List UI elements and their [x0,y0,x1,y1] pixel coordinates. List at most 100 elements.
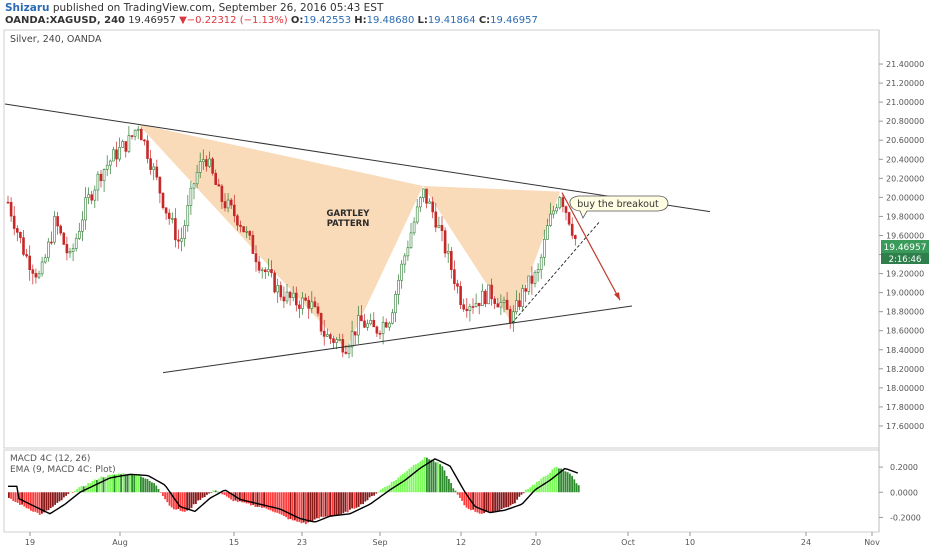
macd-bar [250,492,252,506]
candle [223,193,227,212]
macd-bar [265,492,268,509]
pattern-xab-triangle [138,124,423,350]
candle [434,202,438,233]
macd-bar [56,492,59,503]
candle [428,198,431,204]
candle [484,289,487,308]
candle [499,294,503,315]
countdown-text: 2:16:46 [889,255,922,265]
macd-bar [120,474,122,493]
callout-bubble[interactable]: buy the breakout [569,195,669,219]
macd-bar [36,492,39,513]
candle [140,127,143,141]
macd-bar [362,492,364,505]
lower-trendline[interactable] [162,305,633,374]
macd-bar [280,492,283,515]
macd-bar [168,492,171,506]
macd-bar [423,456,426,493]
time-tick-label: 12 [456,538,466,547]
upper-trendline[interactable] [4,103,711,213]
candle [304,293,307,302]
macd-bar [547,474,549,493]
candle [133,129,137,141]
macd-bar [445,476,448,493]
pattern-label-line1: GARTLEY [327,209,371,219]
candle [124,141,128,158]
macd-bar [368,492,371,498]
candle [406,240,410,261]
macd-bar [467,492,470,510]
macd-bar [98,478,100,493]
macd-bar [186,492,188,511]
macd-bar [463,492,466,506]
macd-bar [549,472,551,493]
candle [477,302,481,315]
macd-bar [80,486,83,493]
macd-bar [199,492,202,500]
macd-bar [373,492,375,496]
macd-bar [569,473,571,493]
price-tick-label: 18.00000 [886,384,924,393]
macd-bar [439,464,441,493]
macd-bar [27,492,30,509]
candle [229,197,233,209]
macd-bar [327,492,329,518]
macd-bar [324,492,327,517]
candle [84,187,87,230]
candle [521,284,524,312]
candle [43,253,47,264]
candle [549,202,552,227]
macd-bar [377,491,380,493]
candle [180,227,183,252]
candle [527,275,531,295]
macd-bar [96,479,98,493]
candle [279,281,283,301]
macd-bar [351,492,353,509]
candle [456,279,459,294]
candle [65,236,69,261]
author-link[interactable]: Shizaru [5,2,50,14]
macd-bar [335,492,338,516]
breakout-dashed-line[interactable] [511,220,601,324]
candle [164,207,168,220]
arrow-head-icon [614,292,620,301]
macd-bar [309,492,312,522]
candle [301,291,304,315]
macd-bar [500,492,503,510]
macd-bar [287,492,290,520]
price-tick-label: 17.80000 [886,403,924,412]
candle [518,292,521,311]
macd-bar [10,492,12,499]
candle [313,296,317,308]
candle [409,222,413,249]
macd-bar [551,469,554,493]
candle [443,227,447,258]
candle [99,170,103,188]
target-arrow-line[interactable] [561,192,621,301]
candle [555,203,559,214]
time-tick-label: Oct [621,538,635,547]
macd-bar [461,492,463,501]
macd-bar [419,461,422,493]
candle [127,125,131,154]
candle [276,278,280,304]
macd-bar [322,492,325,518]
candle [533,270,537,288]
candle [171,212,174,224]
change-value: −0.22312 (−1.13%) [186,15,288,26]
candle [121,139,124,148]
chart-header: Shizaru published on TradingView.com, Se… [0,0,932,30]
macd-bar [366,492,369,501]
macd-bar [520,492,523,495]
macd-bar [428,459,430,493]
candle [381,316,385,345]
candle [546,218,549,240]
macd-bar [459,492,461,498]
candle [285,284,289,305]
macd-bar [511,492,514,505]
candle [446,243,450,264]
candle [53,211,56,245]
macd-bar [151,482,153,493]
candle [152,163,155,181]
candle [496,297,500,308]
